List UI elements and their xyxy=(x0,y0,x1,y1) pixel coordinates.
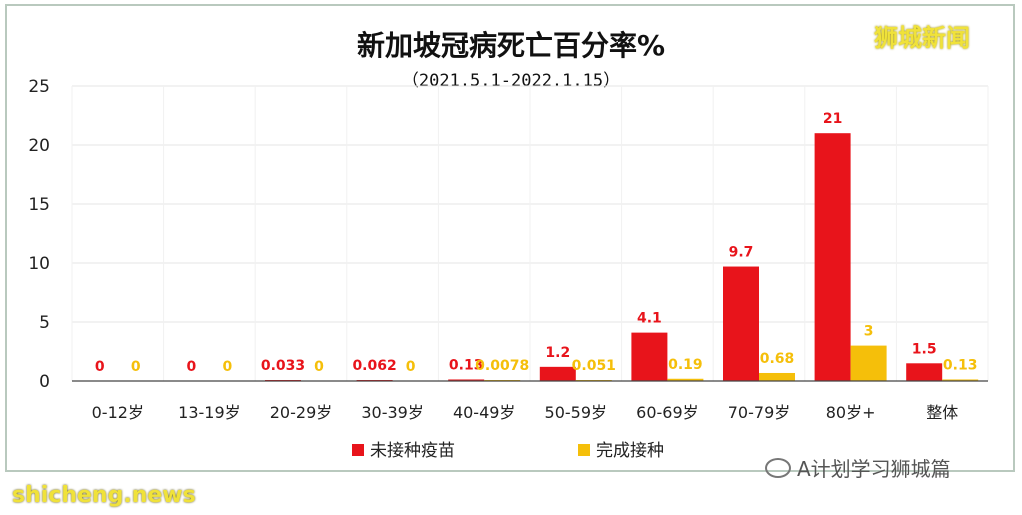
data-label-vaccinated: 0.0078 xyxy=(475,358,529,374)
data-label-vaccinated: 0.13 xyxy=(943,357,978,373)
data-label-unvaccinated: 1.5 xyxy=(912,341,937,357)
wechat-account-name: A计划学习狮城篇 xyxy=(797,457,951,481)
axes: 0 5 10 15 20 25 0-12岁 13-19岁 20-29岁 30-39岁 40-49岁 5… xyxy=(28,77,988,422)
bar-vaccinated xyxy=(850,345,887,381)
x-tick-label: 60-69岁 xyxy=(636,403,699,422)
legend-swatch-unvaccinated xyxy=(352,444,364,456)
data-label-unvaccinated: 1.2 xyxy=(545,345,570,361)
brand-watermark: 狮城新闻 xyxy=(874,24,970,52)
x-tick-label: 20-29岁 xyxy=(270,403,333,422)
data-label-vaccinated: 0 xyxy=(131,359,141,375)
y-tick-label: 25 xyxy=(28,77,50,97)
wechat-icon xyxy=(765,457,791,478)
x-tick-label: 整体 xyxy=(926,403,958,422)
legend: 未接种疫苗 完成接种 xyxy=(352,441,664,461)
bar-unvaccinated xyxy=(631,332,668,381)
bar-unvaccinated xyxy=(539,366,576,381)
data-label-vaccinated: 0.19 xyxy=(668,357,703,373)
data-label-vaccinated: 0 xyxy=(314,359,324,375)
y-tick-label: 10 xyxy=(28,254,50,274)
legend-swatch-vaccinated xyxy=(578,444,590,456)
data-label-vaccinated: 3 xyxy=(864,324,874,340)
bar-unvaccinated xyxy=(906,363,943,381)
data-label-unvaccinated: 0 xyxy=(95,359,105,375)
bars xyxy=(265,133,979,381)
x-tick-label: 30-39岁 xyxy=(361,403,424,422)
data-label-unvaccinated: 0 xyxy=(187,359,197,375)
x-tick-label: 0-12岁 xyxy=(92,403,144,422)
chart-title: 新加坡冠病死亡百分率% xyxy=(356,29,666,62)
site-watermark: shicheng.news xyxy=(12,483,196,508)
bar-vaccinated xyxy=(759,372,795,381)
data-label-unvaccinated: 21 xyxy=(823,111,842,127)
bar-unvaccinated xyxy=(448,379,485,381)
bar-vaccinated xyxy=(667,378,704,381)
y-tick-label: 0 xyxy=(39,372,50,392)
data-label-vaccinated: 0 xyxy=(223,359,233,375)
bar-unvaccinated xyxy=(723,266,759,381)
data-label-vaccinated: 0 xyxy=(406,359,416,375)
data-label-unvaccinated: 0.033 xyxy=(261,358,305,374)
data-labels: 0 0 0.033 0.062 0.13 1.2 4.1 9.7 21 1.5 0 0 0 0 0.0078… xyxy=(95,111,978,375)
x-tick-label: 40-49岁 xyxy=(453,403,516,422)
legend-item-unvaccinated: 未接种疫苗 xyxy=(370,441,455,461)
y-tick-label: 15 xyxy=(28,195,50,215)
y-tick-label: 20 xyxy=(28,136,50,156)
x-tick-label: 50-59岁 xyxy=(545,403,608,422)
data-label-unvaccinated: 0.13 xyxy=(449,357,484,373)
x-tick-label: 70-79岁 xyxy=(728,403,791,422)
bar-unvaccinated xyxy=(814,133,851,381)
x-tick-label: 80岁+ xyxy=(826,403,876,422)
x-tick-label: 13-19岁 xyxy=(178,403,241,422)
data-label-unvaccinated: 0.062 xyxy=(352,358,396,374)
data-label-vaccinated: 0.68 xyxy=(760,351,795,367)
data-label-unvaccinated: 4.1 xyxy=(637,311,662,327)
data-label-vaccinated: 0.051 xyxy=(572,358,616,374)
wechat-watermark: A计划学习狮城篇 xyxy=(765,453,951,482)
bar-vaccinated xyxy=(942,379,979,381)
legend-item-vaccinated: 完成接种 xyxy=(596,441,664,461)
data-label-unvaccinated: 9.7 xyxy=(729,245,754,261)
y-tick-label: 5 xyxy=(39,313,50,333)
